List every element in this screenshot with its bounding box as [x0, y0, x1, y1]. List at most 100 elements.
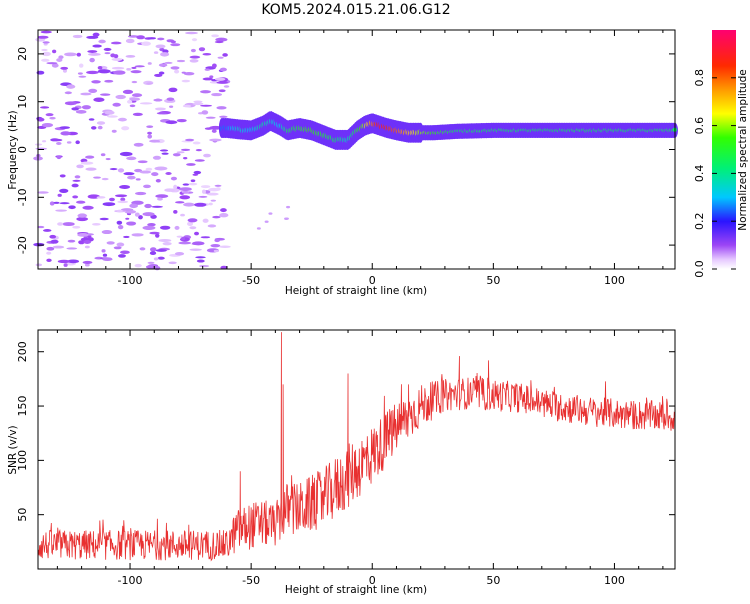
noise-speck: [91, 80, 101, 84]
noise-speck: [127, 35, 139, 38]
spectrogram-marks: [33, 30, 678, 271]
noise-speck: [91, 126, 97, 130]
noise-speck: [53, 138, 63, 142]
noise-speck: [127, 99, 133, 104]
noise-speck: [207, 224, 217, 228]
noise-speck: [96, 121, 106, 125]
noise-speck: [64, 91, 72, 95]
noise-speck: [34, 143, 43, 146]
noise-speck: [103, 47, 112, 51]
noise-speck: [161, 152, 169, 155]
noise-speck: [222, 53, 228, 57]
noise-speck: [55, 209, 68, 212]
noise-speck: [188, 182, 198, 186]
noise-speck: [75, 140, 80, 145]
noise-speck: [102, 257, 113, 262]
noise-speck: [215, 187, 221, 191]
noise-speck: [211, 34, 219, 38]
noise-speck: [57, 259, 71, 264]
noise-speck: [205, 116, 216, 119]
noise-speck: [209, 75, 214, 79]
noise-speck: [217, 56, 224, 59]
snr-ytick-label: 150: [16, 396, 29, 417]
noise-speck: [155, 233, 160, 238]
spectrogram-xtick-label: -50: [242, 274, 260, 287]
snr-ticks: -100 -50 0 50 100 50 100 150 200: [16, 330, 675, 587]
noise-speck: [123, 172, 135, 176]
noise-speck: [193, 170, 202, 175]
noise-speck: [80, 92, 92, 96]
noise-speck: [84, 245, 90, 249]
noise-speck: [126, 221, 137, 226]
noise-speck: [93, 97, 105, 102]
noise-speck: [155, 194, 169, 198]
noise-speck: [107, 115, 118, 118]
noise-speck: [139, 247, 146, 251]
noise-speck: [78, 75, 87, 78]
noise-speck: [189, 55, 201, 59]
noise-speck: [82, 260, 93, 264]
colorbar-label: Normalized spectral amplitude: [737, 69, 749, 230]
noise-speck: [98, 39, 106, 44]
noise-speck: [212, 215, 221, 219]
noise-speck: [220, 208, 227, 213]
noise-speck: [59, 174, 66, 178]
noise-speck: [187, 221, 194, 226]
noise-speck: [79, 63, 84, 68]
noise-speck: [181, 71, 186, 74]
noise-speck: [116, 220, 123, 225]
noise-speck: [72, 195, 79, 199]
noise-speck: [59, 188, 69, 193]
noise-speck: [203, 153, 211, 158]
colorbar: 0.0 0.2 0.4 0.6 0.8 Normalized spectral ampl…: [693, 30, 749, 278]
noise-speck: [125, 38, 135, 44]
noise-speck: [189, 226, 197, 230]
spectrogram-xtick-label: 0: [369, 274, 376, 287]
noise-speck: [49, 234, 57, 239]
colorbar-ticks: 0.0 0.2 0.4 0.6 0.8: [693, 69, 736, 278]
noise-speck: [268, 212, 273, 215]
noise-speck: [264, 220, 269, 223]
noise-speck: [110, 53, 116, 58]
noise-speck: [42, 140, 47, 143]
noise-speck: [129, 203, 138, 209]
noise-speck: [64, 101, 77, 106]
noise-speck: [139, 102, 153, 105]
noise-speck: [191, 38, 198, 42]
noise-speck: [200, 90, 212, 94]
noise-speck: [81, 105, 91, 110]
noise-speck: [126, 67, 132, 71]
noise-speck: [147, 134, 153, 139]
noise-speck: [72, 179, 81, 182]
noise-speck: [102, 253, 108, 257]
noise-speck: [37, 225, 45, 229]
noise-speck: [52, 49, 57, 54]
noise-speck: [76, 164, 84, 169]
noise-speck: [155, 44, 166, 49]
noise-speck: [200, 185, 211, 189]
noise-speck: [142, 212, 155, 217]
noise-speck: [96, 196, 106, 199]
noise-speck: [153, 51, 159, 54]
noise-speck: [176, 118, 187, 123]
noise-speck: [157, 37, 165, 41]
noise-speck: [194, 231, 199, 236]
noise-speck: [192, 141, 201, 145]
noise-speck: [101, 229, 113, 235]
noise-speck: [134, 212, 140, 217]
noise-speck: [185, 31, 198, 35]
noise-speck: [111, 129, 117, 133]
noise-speck: [36, 117, 45, 122]
noise-speck: [198, 47, 206, 52]
noise-speck: [155, 249, 167, 252]
noise-speck: [212, 63, 217, 68]
noise-speck: [145, 167, 153, 171]
noise-speck: [176, 59, 186, 63]
noise-speck: [286, 205, 291, 209]
noise-speck: [84, 263, 90, 267]
noise-speck: [181, 190, 190, 194]
noise-speck: [56, 58, 63, 62]
noise-speck: [164, 61, 173, 64]
noise-speck: [122, 89, 134, 95]
noise-speck: [146, 125, 154, 129]
